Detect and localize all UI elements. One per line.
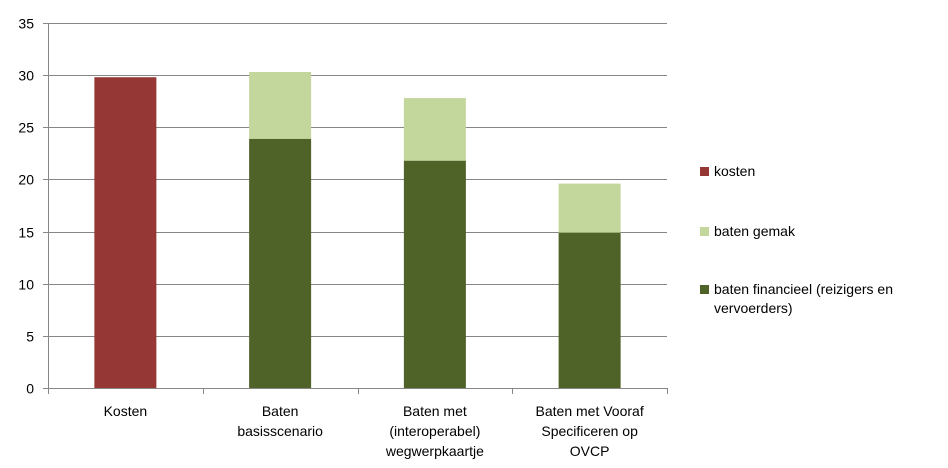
y-tick-label-10: 10 [18, 277, 34, 293]
x-category-label-line: Baten met [403, 403, 467, 419]
bars [94, 72, 621, 388]
legend-swatch-baten-financieel [700, 285, 709, 294]
x-category-label-3: Baten met (interoperabel) wegwerpkaartje [385, 403, 484, 459]
x-category-label-4: Baten met Vooraf Specificeren op OVCP [536, 403, 644, 459]
y-tick-label-25: 25 [18, 120, 34, 136]
x-category-label-line: Specificeren op [541, 423, 638, 439]
x-category-label-2: Baten basisscenario [237, 403, 323, 439]
y-tick-label-20: 20 [18, 172, 34, 188]
x-category-label-line: basisscenario [237, 423, 323, 439]
bar-1-series-1 [94, 77, 157, 388]
y-tick-label-30: 30 [18, 68, 34, 84]
axes [43, 23, 668, 394]
x-category-label-1: Kosten [104, 403, 148, 419]
bar-4-series-2 [558, 232, 621, 388]
y-tick-label-15: 15 [18, 225, 34, 241]
legend-label-kosten: kosten [714, 163, 756, 179]
bar-2-series-2 [249, 138, 312, 388]
legend-item-kosten: kosten [700, 162, 755, 181]
x-category-label-line: Baten [262, 403, 299, 419]
y-tick-label-5: 5 [26, 329, 34, 345]
x-category-label-line: Kosten [104, 403, 148, 419]
x-category-label-line: (interoperabel) [389, 423, 480, 439]
legend-label-baten-gemak: baten gemak [714, 223, 795, 239]
legend-label-baten-financieel: baten financieel (reizigers en vervoerde… [714, 281, 893, 316]
x-category-label-line: wegwerpkaartje [385, 443, 484, 459]
y-tick-label-35: 35 [18, 16, 34, 32]
legend-item-baten-gemak: baten gemak [700, 222, 795, 241]
bar-2-series-3 [249, 72, 312, 139]
legend-swatch-baten-gemak [700, 227, 709, 236]
bar-3-series-3 [403, 98, 466, 161]
x-category-label-line: Baten met Vooraf [536, 403, 644, 419]
y-tick-label-0: 0 [26, 381, 34, 397]
legend-swatch-kosten [700, 167, 709, 176]
x-category-label-line: OVCP [570, 443, 610, 459]
bar-4-series-3 [558, 183, 621, 233]
legend-item-baten-financieel: baten financieel (reizigers en vervoerde… [700, 280, 948, 318]
bar-3-series-2 [403, 160, 466, 388]
